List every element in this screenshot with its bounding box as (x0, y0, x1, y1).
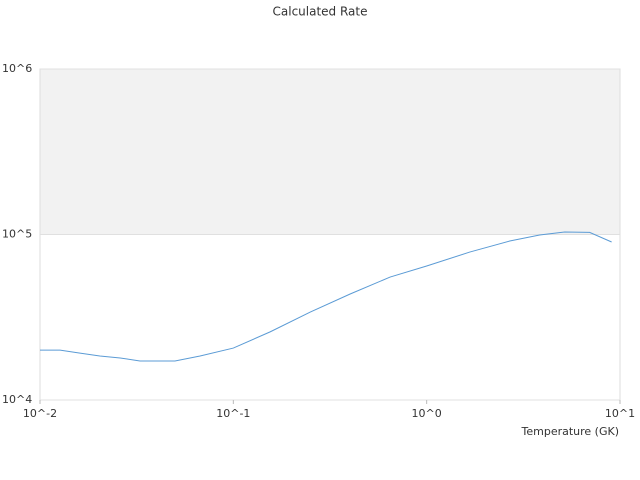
line-series (40, 231, 612, 362)
y-tick-label: 10^4 (2, 393, 32, 406)
x-tick-label: 10^-1 (216, 407, 250, 420)
x-axis-label: Temperature (GK) (521, 425, 620, 438)
plot-band (40, 69, 620, 235)
x-tick-label: 10^0 (412, 407, 442, 420)
y-tick-label: 10^5 (2, 228, 32, 241)
x-tick-label: 10^-2 (23, 407, 57, 420)
x-tick-label: 10^1 (605, 407, 635, 420)
chart-title: Calculated Rate (273, 5, 368, 19)
y-tick-label: 10^6 (2, 62, 32, 75)
